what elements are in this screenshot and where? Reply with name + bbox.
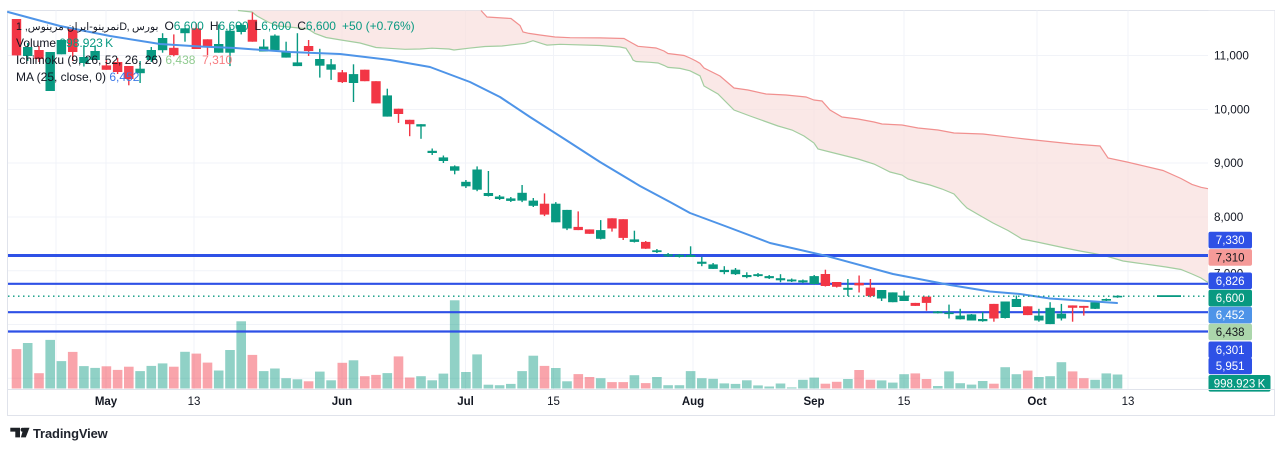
svg-text:May: May — [95, 396, 118, 408]
svg-text:7,310: 7,310 — [1216, 252, 1245, 264]
svg-text:15: 15 — [898, 396, 911, 408]
svg-text:15: 15 — [547, 396, 560, 408]
svg-text:5,951: 5,951 — [1216, 361, 1245, 373]
svg-text:13: 13 — [188, 396, 201, 408]
svg-text:6,452: 6,452 — [1216, 310, 1245, 322]
svg-text:6,301: 6,301 — [1216, 345, 1245, 357]
svg-text:6,600: 6,600 — [1216, 293, 1245, 305]
svg-text:7,330: 7,330 — [1216, 235, 1245, 247]
svg-text:Sep: Sep — [803, 396, 824, 408]
svg-text:TradingView: TradingView — [33, 426, 109, 441]
svg-text:10,000: 10,000 — [1214, 104, 1250, 117]
svg-text:Aug: Aug — [682, 396, 704, 408]
svg-text:13: 13 — [1122, 396, 1135, 408]
svg-text:9,000: 9,000 — [1214, 157, 1244, 170]
svg-text:Jul: Jul — [457, 396, 474, 408]
svg-text:6,438: 6,438 — [1216, 327, 1245, 339]
svg-text:8,000: 8,000 — [1214, 211, 1244, 224]
svg-text:998.923 K: 998.923 K — [1214, 378, 1266, 390]
svg-text:Jun: Jun — [332, 396, 352, 408]
svg-text:6,826: 6,826 — [1216, 276, 1245, 288]
svg-text:Oct: Oct — [1027, 396, 1046, 408]
svg-text:11,000: 11,000 — [1214, 50, 1249, 63]
